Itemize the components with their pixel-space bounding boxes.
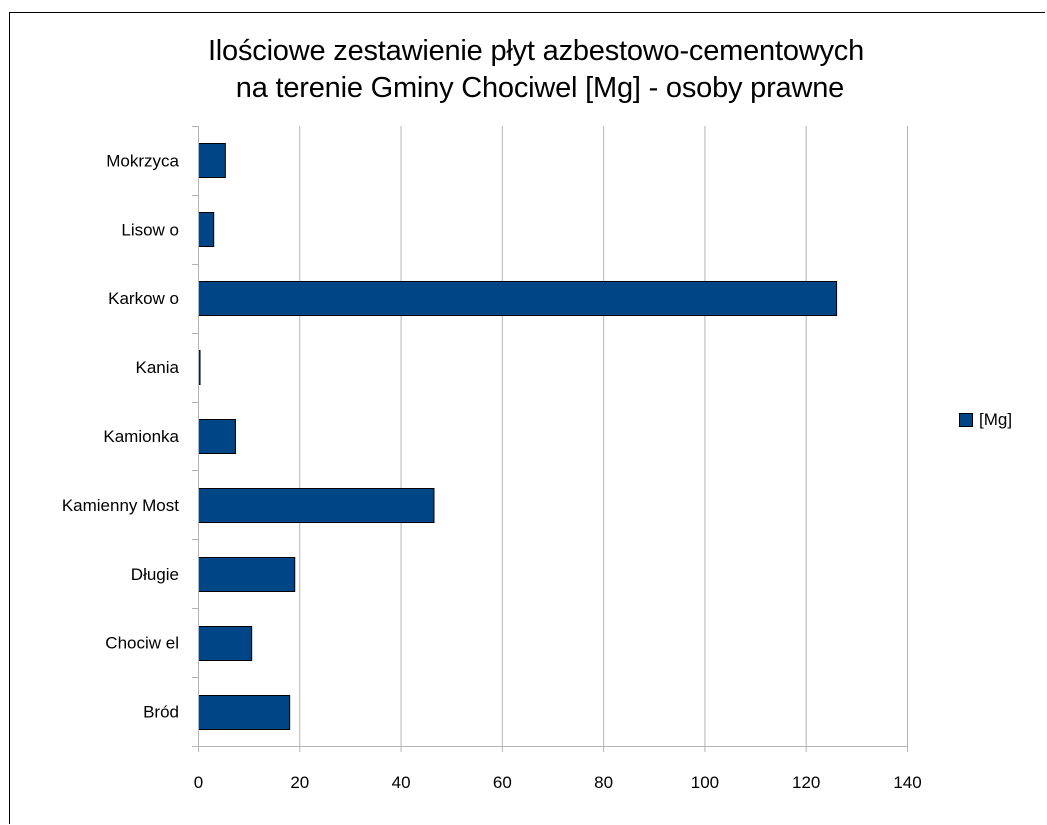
bar-6 [198,281,838,316]
chart-title-line-2: na terenie Gminy Chociwel [Mg] - osoby p… [227,72,845,104]
x-tick-label-4: 80 [594,773,613,792]
bar-3 [198,488,435,523]
x-tick-label-6: 120 [792,773,820,792]
category-label-3: Kamienny Most [62,496,179,515]
bar-2 [198,557,296,592]
x-tick-label-1: 20 [290,773,309,792]
legend-label: [Mg] [979,410,1013,429]
legend-swatch [959,413,973,427]
chart-title-line-1: Ilościowe zestawienie płyt azbestowo-cem… [207,35,865,67]
x-tick-label-5: 100 [691,773,719,792]
chart-title: Ilościowe zestawienie płyt azbestowo-cem… [0,33,1047,107]
category-label-0: Bród [143,703,179,722]
category-label-6: Karkow o [108,289,179,308]
x-tick-label-0: 0 [194,773,203,792]
x-tick-label-2: 40 [392,773,411,792]
bar-0 [198,695,291,730]
category-label-4: Kamionka [103,427,179,446]
bar-7 [198,212,215,247]
category-label-7: Lisow o [121,220,179,239]
category-label-1: Chociw el [105,634,179,653]
bar-4 [198,419,236,454]
x-tick-label-7: 140 [893,773,921,792]
category-label-2: Długie [131,565,179,584]
category-label-8: Mokrzyca [106,151,179,170]
x-tick-label-3: 60 [493,773,512,792]
bar-1 [198,626,253,661]
bar-8 [198,143,226,178]
chart-frame [9,12,1045,824]
category-label-5: Kania [136,358,180,377]
legend: [Mg] [959,410,1012,430]
